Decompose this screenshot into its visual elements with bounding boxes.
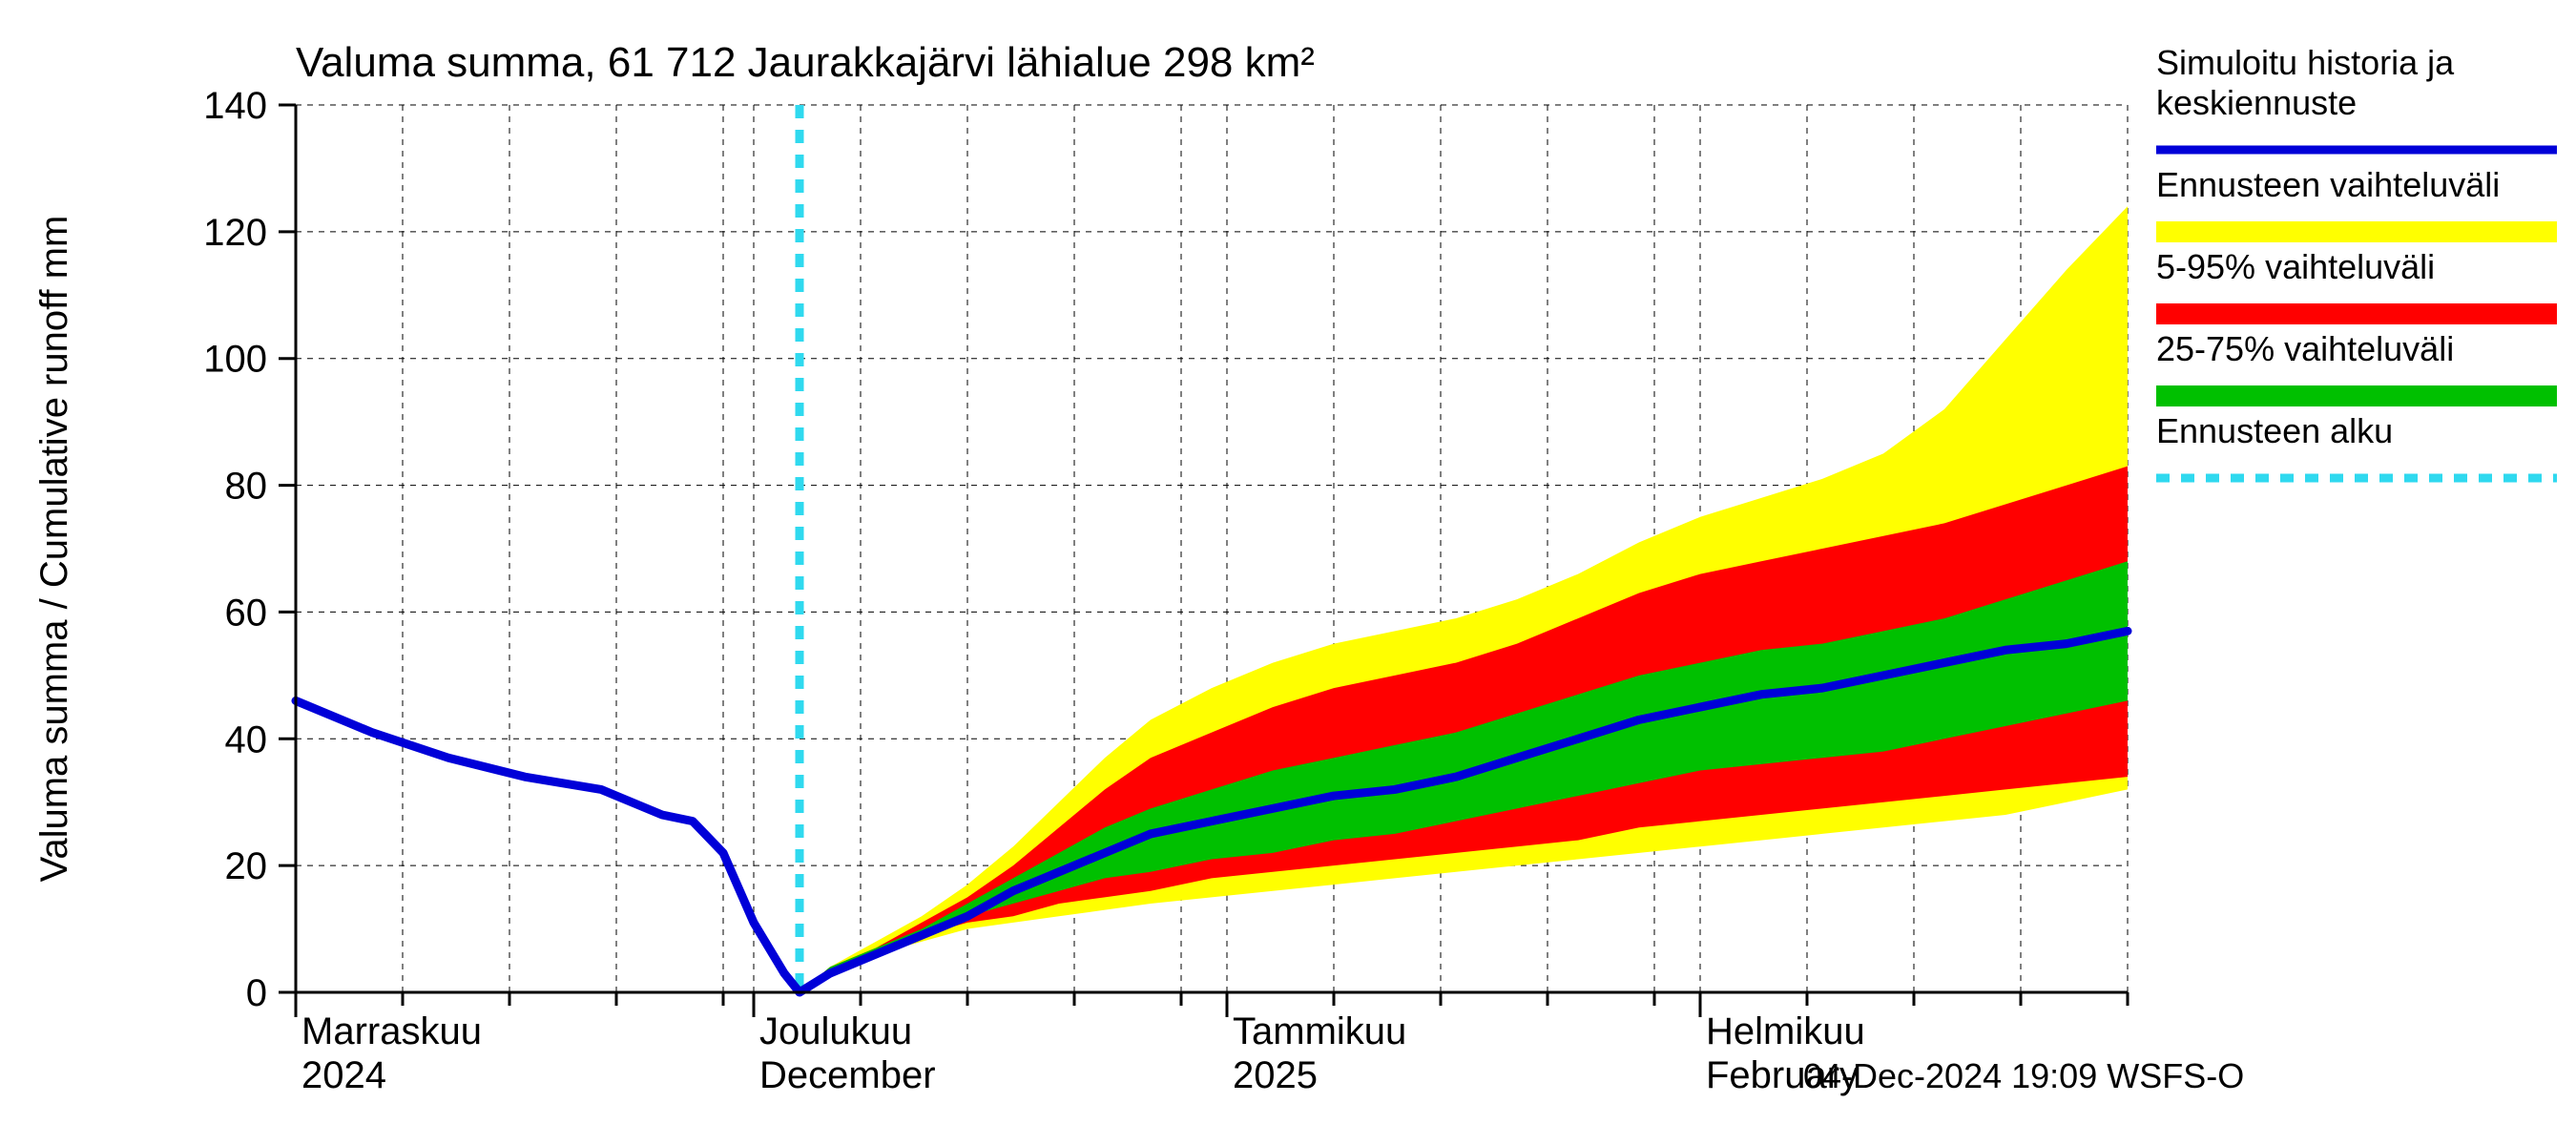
svg-text:Tammikuu: Tammikuu (1233, 1010, 1406, 1052)
svg-text:0: 0 (246, 972, 267, 1014)
svg-text:2025: 2025 (1233, 1054, 1318, 1096)
svg-text:80: 80 (225, 466, 268, 508)
svg-text:100: 100 (203, 339, 267, 381)
svg-text:40: 40 (225, 718, 268, 760)
svg-text:Valuma summa / Cumulative runo: Valuma summa / Cumulative runoff mm (33, 216, 75, 883)
svg-text:Simuloitu historia ja: Simuloitu historia ja (2156, 43, 2455, 82)
svg-text:20: 20 (225, 845, 268, 887)
svg-text:25-75% vaihteluväli: 25-75% vaihteluväli (2156, 329, 2454, 368)
svg-text:Ennusteen vaihteluväli: Ennusteen vaihteluväli (2156, 165, 2500, 204)
svg-text:Ennusteen alku: Ennusteen alku (2156, 411, 2393, 450)
svg-text:2024: 2024 (301, 1054, 386, 1096)
svg-text:Joulukuu: Joulukuu (759, 1010, 912, 1052)
svg-text:120: 120 (203, 212, 267, 254)
svg-text:140: 140 (203, 85, 267, 127)
svg-text:Marraskuu: Marraskuu (301, 1010, 482, 1052)
svg-text:Valuma summa, 61 712 Jaurakkaj: Valuma summa, 61 712 Jaurakkajärvi lähia… (296, 39, 1315, 86)
svg-text:60: 60 (225, 592, 268, 634)
runoff-forecast-chart: 0 20 40 60 80 100 120 140 Marraskuu2024 JoulukuuD… (0, 0, 2576, 1145)
svg-text:Helmikuu: Helmikuu (1706, 1010, 1865, 1052)
svg-text:December: December (759, 1054, 936, 1096)
svg-text:keskiennuste: keskiennuste (2156, 83, 2357, 122)
svg-text:04-Dec-2024 19:09 WSFS-O: 04-Dec-2024 19:09 WSFS-O (1803, 1056, 2244, 1095)
svg-text:5-95% vaihteluväli: 5-95% vaihteluväli (2156, 247, 2435, 286)
